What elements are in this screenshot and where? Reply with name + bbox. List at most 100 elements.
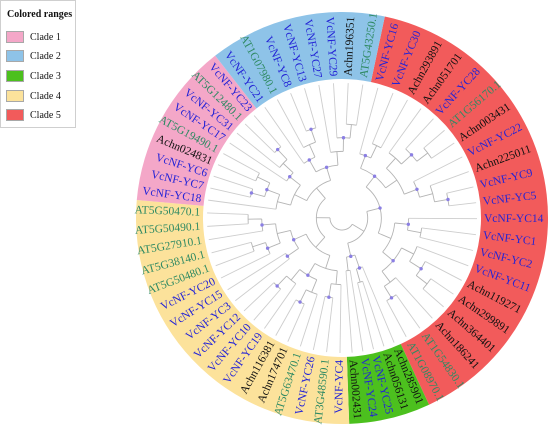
tree-branch: [286, 275, 297, 285]
tree-branch: [404, 188, 418, 195]
legend-swatch-clade-1: [6, 31, 24, 43]
tree-branch: [381, 270, 391, 283]
tree-branch: [421, 227, 477, 236]
tree-branch: [415, 275, 428, 285]
node-marker: [406, 222, 411, 226]
tree-branch: [213, 175, 253, 190]
tree-branch: [346, 256, 349, 271]
legend-item-clade-1: Clade 1: [6, 30, 61, 44]
clade-range-sector: [136, 55, 257, 206]
tree-branch: [243, 282, 275, 312]
tree-branch: [345, 83, 349, 125]
tree-branch: [252, 242, 266, 248]
tree-branch: [312, 296, 326, 351]
tree-branch: [303, 141, 316, 148]
tree-branch: [227, 253, 286, 291]
tree-branch: [386, 300, 407, 337]
tree-branch: [223, 153, 260, 174]
tree-branch: [422, 278, 432, 290]
legend-swatch-clade-3: [6, 70, 24, 82]
node-marker: [378, 206, 382, 210]
tree-branch: [207, 212, 249, 215]
tree-branch: [315, 198, 326, 238]
tree-branch: [386, 157, 396, 169]
tree-branch: [347, 242, 352, 257]
tree-branch: [385, 179, 398, 189]
tree-branch: [401, 247, 414, 255]
tree-branch: [434, 199, 449, 203]
tree-branch: [236, 132, 280, 168]
tree-branch: [253, 288, 281, 321]
node-marker: [446, 197, 450, 202]
tree-branch: [407, 229, 422, 234]
clade-range-sector: [135, 200, 350, 424]
tree-branch: [318, 84, 332, 153]
tree-branch: [345, 270, 353, 353]
tree-branch: [208, 230, 263, 241]
node-marker: [275, 147, 280, 152]
tree-branch: [359, 87, 379, 154]
tree-branch: [370, 145, 378, 159]
tree-branch: [267, 242, 281, 249]
node-marker: [415, 187, 419, 191]
tree-branch: [333, 83, 338, 138]
tree-branch: [419, 236, 474, 251]
tree-branch: [282, 163, 294, 174]
tree-branch: [315, 236, 326, 248]
tree-branch: [210, 187, 251, 198]
tree-branch: [365, 175, 375, 188]
tree-branch: [362, 266, 395, 343]
legend-label: Clade 1: [30, 31, 61, 43]
tree-branch: [425, 261, 462, 281]
tree-branch: [294, 194, 307, 202]
tree-branch: [446, 186, 474, 194]
tree-branch: [401, 154, 412, 165]
tree-branch: [293, 233, 307, 241]
tree-branch: [430, 171, 469, 187]
tree-branch: [290, 92, 307, 132]
leaf-label: VcNF-YC29: [323, 17, 339, 77]
tree-branch: [328, 283, 332, 298]
tree-branch: [384, 277, 397, 287]
tree-branch: [395, 277, 433, 319]
tree-branch: [383, 285, 392, 299]
tree-branch: [257, 176, 270, 184]
tree-branch: [264, 283, 297, 329]
tree-branch: [253, 115, 282, 147]
legend-label: Clade 5: [30, 109, 61, 121]
tree-branch: [382, 222, 396, 253]
node-marker: [419, 266, 423, 271]
tree-branch: [413, 156, 463, 183]
node-marker: [285, 254, 290, 258]
leaf-label: Achn196351: [343, 16, 358, 76]
tree-branch: [305, 289, 318, 295]
node-marker: [265, 187, 269, 192]
tree-branch: [308, 159, 317, 173]
legend-item-clade-2: Clade 2: [6, 49, 61, 63]
tree-branch: [251, 192, 265, 198]
tree-branch: [287, 303, 305, 342]
tree-branch: [423, 129, 445, 149]
tree-branch: [217, 164, 256, 182]
tree-branch: [244, 123, 275, 153]
tree-branch: [360, 155, 366, 169]
leaf-label: VcNF-YC4: [333, 360, 346, 414]
tree-branch: [380, 99, 408, 149]
tree-branch: [277, 201, 291, 206]
tree-branch: [336, 151, 339, 166]
tree-branch: [347, 211, 369, 244]
tree-branch: [366, 207, 381, 212]
clade-color-ring: [135, 11, 549, 424]
tree-branch: [356, 84, 364, 126]
legend-item-clade-4: Clade 4: [6, 89, 61, 103]
node-marker: [357, 266, 362, 270]
tree-branch: [275, 299, 297, 336]
tree-branch: [395, 294, 421, 329]
node-marker: [349, 254, 353, 259]
tree-branch: [448, 202, 477, 207]
tree-branch: [276, 99, 304, 148]
tree-branch: [305, 233, 331, 256]
tree-branch: [378, 232, 392, 239]
legend-item-clade-5: Clade 5: [6, 108, 61, 122]
legend-label: Clade 4: [30, 90, 61, 102]
